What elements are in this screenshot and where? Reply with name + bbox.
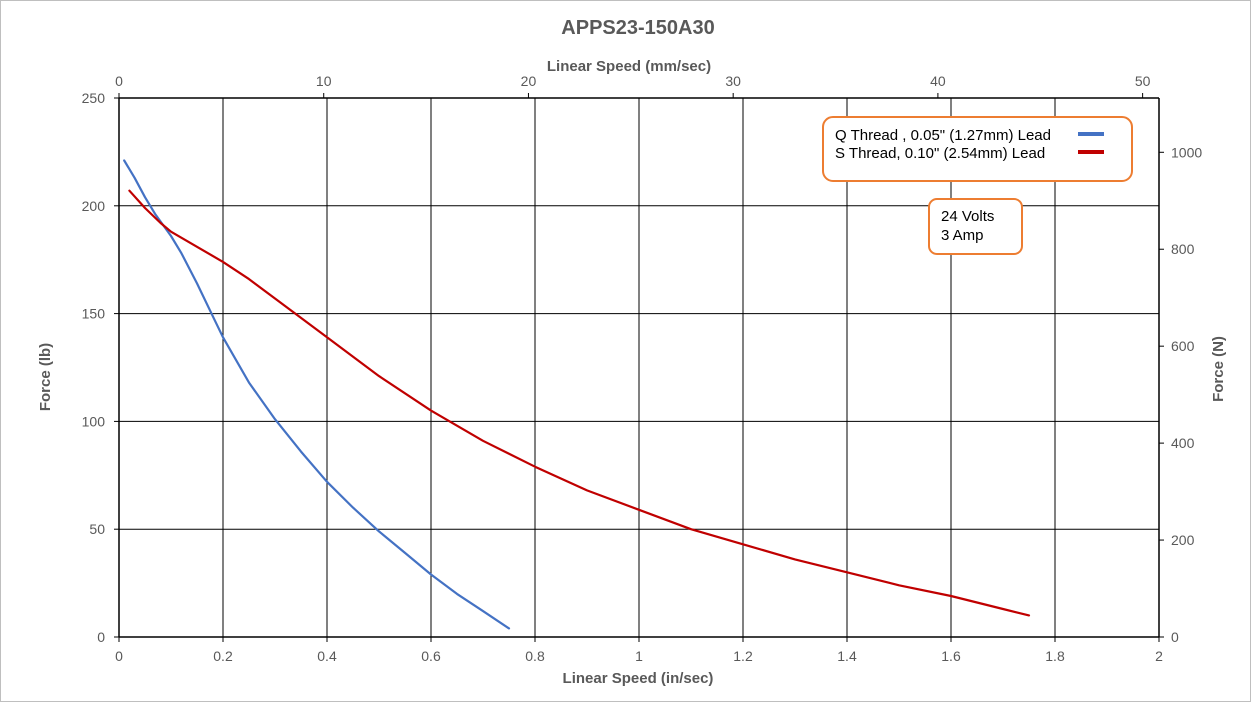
legend-box [822, 116, 1133, 182]
x-tick-label: 1.6 [941, 648, 961, 664]
x-tick-label: 0 [115, 648, 123, 664]
annotation-voltage: 24 Volts [941, 208, 994, 225]
x-tick-label: 1.2 [733, 648, 753, 664]
x2-axis-title: Linear Speed (mm/sec) [547, 58, 711, 75]
legend-label-s-thread: S Thread, 0.10" (2.54mm) Lead [835, 145, 1045, 162]
y2-tick-label: 200 [1171, 532, 1195, 548]
tick-labels: 0 0.2 0.4 0.6 0.8 1 1.2 1.4 1.6 1.8 20501001502002… [82, 73, 1203, 664]
x2-tick-label: 10 [316, 73, 332, 89]
y2-tick-label: 1000 [1171, 144, 1202, 160]
series-line-s-thread [128, 189, 1031, 617]
x2-tick-label: 30 [725, 73, 741, 89]
y-tick-label: 250 [82, 90, 106, 106]
x-tick-label: 0.6 [421, 648, 441, 664]
x-axis-title: Linear Speed (in/sec) [563, 670, 714, 687]
legend-label-q-thread: Q Thread , 0.05" (1.27mm) Lead [835, 127, 1051, 144]
series-lines [123, 159, 1031, 630]
annotation-current: 3 Amp [941, 227, 984, 244]
x-tick-label: 1.4 [837, 648, 857, 664]
x-tick-label: 0.2 [213, 648, 233, 664]
voltage-annotation: 24 Volts 3 Amp [928, 198, 1023, 255]
y2-tick-label: 800 [1171, 241, 1195, 257]
y2-axis-title: Force (N) [1210, 336, 1227, 402]
annotation-box [928, 198, 1023, 255]
y2-tick-label: 400 [1171, 435, 1195, 451]
y-tick-label: 200 [82, 198, 106, 214]
y-tick-label: 150 [82, 306, 106, 322]
x2-tick-label: 40 [930, 73, 946, 89]
y-tick-label: 50 [89, 521, 105, 537]
y2-tick-label: 600 [1171, 338, 1195, 354]
y-tick-label: 100 [82, 413, 106, 429]
axes [114, 93, 1164, 642]
x-tick-label: 1.8 [1045, 648, 1065, 664]
x-tick-label: 2 [1155, 648, 1163, 664]
chart-title: APPS23-150A30 [561, 17, 714, 39]
x2-tick-label: 20 [521, 73, 537, 89]
x-tick-label: 1 [635, 648, 643, 664]
x2-tick-label: 50 [1135, 73, 1151, 89]
x-tick-label: 0.8 [525, 648, 545, 664]
y-axis-title: Force (lb) [37, 343, 54, 411]
x2-tick-label: 0 [115, 73, 123, 89]
y2-tick-label: 0 [1171, 629, 1179, 645]
y-tick-label: 0 [97, 629, 105, 645]
series-line-q-thread [123, 159, 511, 630]
legend: Q Thread , 0.05" (1.27mm) Lead S Thread,… [822, 116, 1133, 182]
x-tick-label: 0.4 [317, 648, 337, 664]
